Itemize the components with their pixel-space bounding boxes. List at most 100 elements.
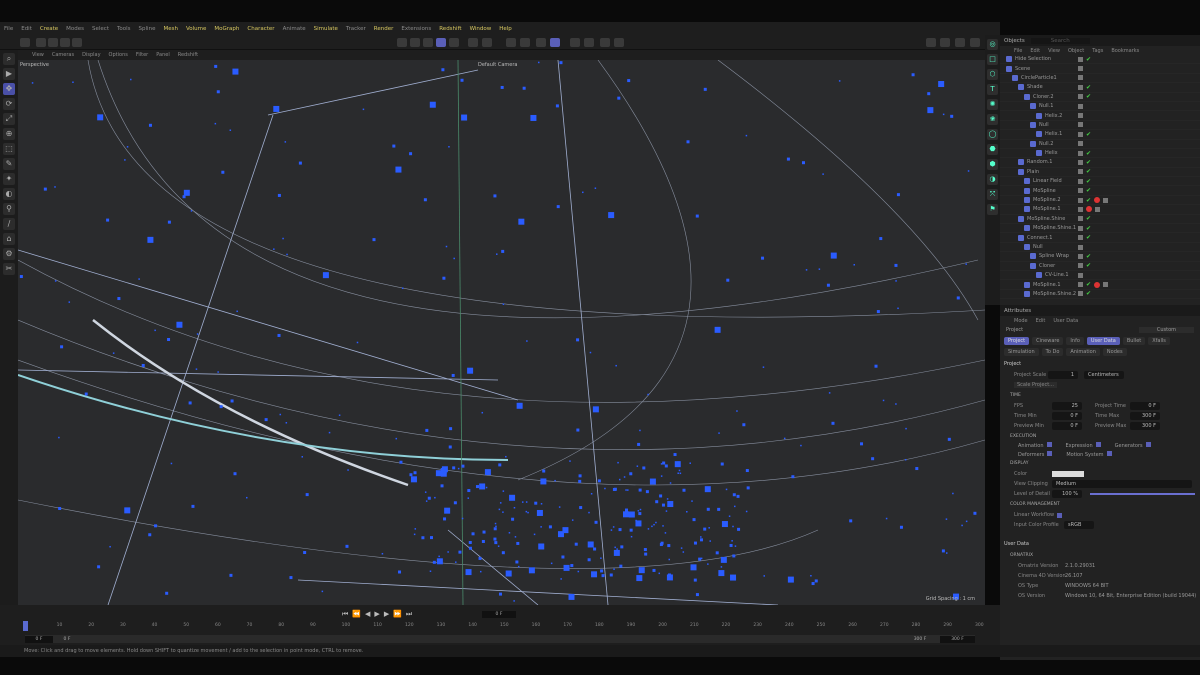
enabled-check-icon[interactable]: ✔ bbox=[1086, 177, 1092, 185]
toolbar-button-icon[interactable] bbox=[468, 38, 478, 47]
enabled-check-icon[interactable]: ✔ bbox=[1086, 93, 1092, 101]
end-range-field[interactable]: 300 F bbox=[913, 637, 927, 642]
object-type-icon[interactable]: T bbox=[987, 84, 998, 95]
enabled-check-icon[interactable]: ✔ bbox=[1086, 196, 1092, 204]
object-row[interactable]: Helix.1 ✔ bbox=[1000, 130, 1200, 140]
lod-field[interactable]: 100 % bbox=[1052, 490, 1082, 498]
transport-button-icon[interactable]: ⏩ bbox=[393, 610, 402, 618]
tool-icon[interactable]: ⊕ bbox=[3, 128, 15, 140]
menu-render[interactable]: Render bbox=[373, 25, 394, 32]
toolbar-button-icon[interactable] bbox=[550, 38, 560, 47]
object-row[interactable]: Cloner ✔ bbox=[1000, 262, 1200, 271]
object-name[interactable]: MoSpline.1 bbox=[1033, 281, 1061, 288]
tag-icon[interactable] bbox=[1103, 197, 1109, 203]
layer-icon[interactable] bbox=[1078, 84, 1083, 90]
transport-button-icon[interactable]: ⏮ bbox=[342, 610, 349, 618]
viewport-menu-redshift[interactable]: Redshift bbox=[177, 52, 199, 58]
object-name[interactable]: Plain bbox=[1027, 168, 1040, 175]
object-row[interactable]: Helix.2 bbox=[1000, 111, 1200, 121]
layer-icon[interactable] bbox=[1078, 263, 1083, 269]
objects-menu-file[interactable]: File bbox=[1014, 47, 1023, 54]
menu-window[interactable]: Window bbox=[469, 25, 492, 32]
object-row[interactable]: MoSpline ✔ bbox=[1000, 186, 1200, 196]
clipping-dropdown[interactable]: Medium bbox=[1052, 480, 1192, 488]
attr-tab[interactable]: Simulation bbox=[1004, 348, 1039, 356]
objects-menu-edit[interactable]: Edit bbox=[1030, 47, 1041, 54]
tool-icon[interactable]: ✎ bbox=[3, 158, 15, 170]
color-swatch[interactable] bbox=[1052, 471, 1084, 477]
execution-option[interactable]: Expression bbox=[1066, 442, 1101, 449]
menu-edit[interactable]: Edit bbox=[21, 25, 32, 32]
enabled-check-icon[interactable]: ✔ bbox=[1086, 168, 1092, 176]
enabled-check-icon[interactable]: ✔ bbox=[1086, 149, 1092, 157]
object-row[interactable]: Hide Selection ✔ bbox=[1000, 55, 1200, 65]
material-tag-icon[interactable] bbox=[1086, 206, 1092, 213]
offset-field[interactable]: 0 F bbox=[63, 637, 71, 642]
object-row[interactable]: MoSpline.2 ✔ bbox=[1000, 196, 1200, 206]
enabled-check-icon[interactable]: ✔ bbox=[1086, 262, 1092, 270]
menu-animate[interactable]: Animate bbox=[282, 25, 306, 32]
attr-tab[interactable]: Info bbox=[1066, 337, 1084, 345]
attr-tab[interactable]: Bullet bbox=[1122, 337, 1146, 345]
objects-menu-object[interactable]: Object bbox=[1067, 47, 1085, 54]
viewport-menu-display[interactable]: Display bbox=[82, 52, 101, 58]
viewport-menu-panel[interactable]: Panel bbox=[156, 52, 170, 58]
object-name[interactable]: CircleParticle1 bbox=[1021, 74, 1057, 81]
layer-icon[interactable] bbox=[1078, 291, 1083, 297]
attributes-menu-item[interactable]: Mode bbox=[1014, 317, 1028, 324]
color-management-section[interactable]: COLOR MANAGEMENT bbox=[1010, 502, 1060, 507]
menu-mograph[interactable]: MoGraph bbox=[214, 25, 240, 32]
transport-button-icon[interactable]: ◀ bbox=[365, 610, 371, 618]
attr-tab[interactable]: To Do bbox=[1041, 348, 1064, 356]
tool-icon[interactable]: ⌕ bbox=[3, 53, 15, 65]
layer-icon[interactable] bbox=[1078, 66, 1083, 72]
objects-menu-tags[interactable]: Tags bbox=[1092, 47, 1104, 54]
scale-project-button[interactable]: Scale Project... bbox=[1014, 382, 1057, 388]
tool-icon[interactable]: ⚙ bbox=[3, 248, 15, 260]
checkbox[interactable] bbox=[1047, 451, 1053, 456]
object-name[interactable]: Shade bbox=[1027, 84, 1043, 91]
object-type-icon[interactable]: □ bbox=[987, 54, 998, 65]
execution-option[interactable]: Animation bbox=[1018, 442, 1052, 449]
layer-icon[interactable] bbox=[1078, 178, 1083, 184]
time-min-field[interactable]: 0 F bbox=[1052, 412, 1082, 420]
time-section[interactable]: TIME bbox=[1010, 393, 1021, 398]
enabled-check-icon[interactable]: ✔ bbox=[1086, 281, 1092, 289]
profile-dropdown[interactable]: sRGB bbox=[1064, 521, 1094, 529]
preset-dropdown[interactable]: Custom bbox=[1138, 327, 1194, 333]
object-name[interactable]: Random.1 bbox=[1027, 159, 1053, 166]
attr-tab[interactable]: Cineware bbox=[1032, 337, 1064, 345]
layer-icon[interactable] bbox=[1078, 253, 1083, 259]
menu-simulate[interactable]: Simulate bbox=[313, 25, 338, 32]
transport-button-icon[interactable]: ⏭ bbox=[405, 610, 413, 618]
toolbar-button-icon[interactable] bbox=[36, 38, 46, 47]
project-time-field[interactable]: 0 F bbox=[1130, 402, 1160, 410]
viewport-menu-options[interactable]: Options bbox=[108, 52, 128, 58]
layer-icon[interactable] bbox=[1078, 103, 1083, 109]
enabled-check-icon[interactable]: ✔ bbox=[1086, 55, 1092, 63]
enabled-check-icon[interactable]: ✔ bbox=[1086, 224, 1092, 232]
project-scale-field[interactable]: 1 bbox=[1048, 371, 1078, 379]
toolbar-button-icon[interactable] bbox=[449, 38, 459, 47]
layer-icon[interactable] bbox=[1078, 159, 1083, 165]
object-name[interactable]: Scene bbox=[1015, 65, 1031, 72]
menu-tracker[interactable]: Tracker bbox=[345, 25, 366, 32]
toolbar-button-icon[interactable] bbox=[397, 38, 407, 47]
object-name[interactable]: Cloner bbox=[1039, 262, 1056, 269]
toolbar-button-icon[interactable] bbox=[506, 38, 516, 47]
tool-icon[interactable]: ⟳ bbox=[3, 98, 15, 110]
layer-icon[interactable] bbox=[1078, 197, 1083, 203]
attributes-menu-item[interactable]: User Data bbox=[1053, 317, 1079, 324]
viewport-menu-filter[interactable]: Filter bbox=[135, 52, 149, 58]
attr-tab[interactable]: Nodes bbox=[1102, 348, 1127, 356]
object-name[interactable]: Helix.1 bbox=[1045, 131, 1063, 138]
display-section[interactable]: DISPLAY bbox=[1010, 461, 1029, 466]
toolbar-button-icon[interactable] bbox=[584, 38, 594, 47]
object-row[interactable]: CV-Line.1 bbox=[1000, 271, 1200, 281]
objects-tab[interactable]: Objects bbox=[1004, 37, 1025, 44]
menu-extensions[interactable]: Extensions bbox=[401, 25, 432, 32]
enabled-check-icon[interactable]: ✔ bbox=[1086, 234, 1092, 242]
object-type-icon[interactable]: ◑ bbox=[987, 174, 998, 185]
toolbar-button-icon[interactable] bbox=[436, 38, 446, 47]
layer-icon[interactable] bbox=[1078, 122, 1083, 128]
